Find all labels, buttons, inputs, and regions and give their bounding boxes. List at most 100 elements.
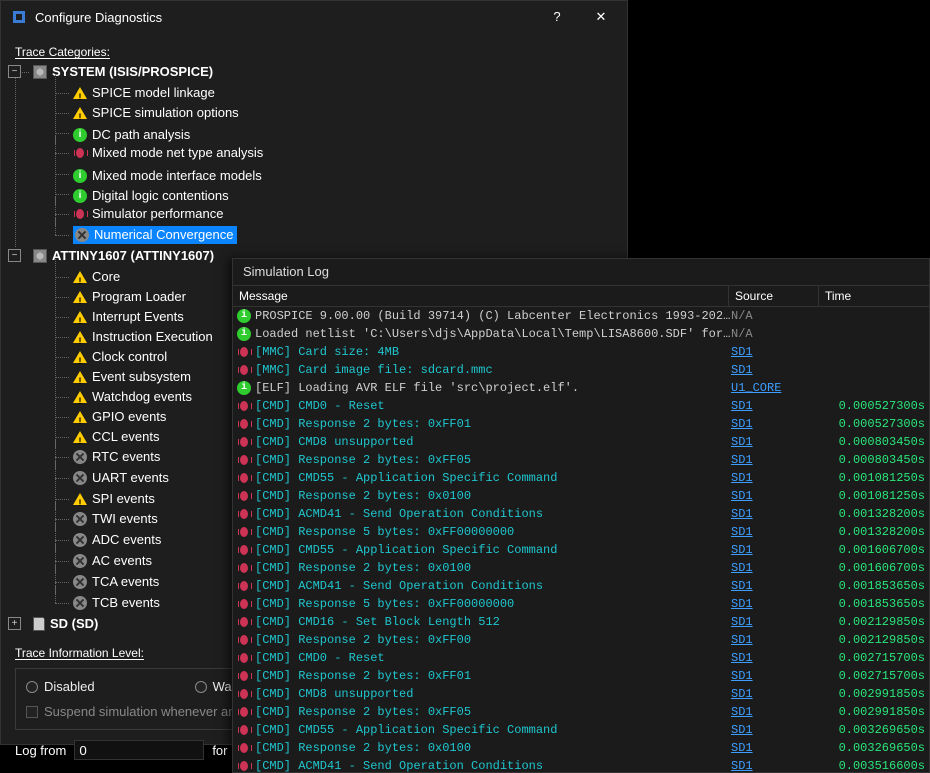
tree-expander[interactable]: −: [8, 65, 21, 78]
log-source[interactable]: SD1: [731, 507, 821, 521]
log-row[interactable]: [CMD] ACMD41 - Send Operation Conditions…: [233, 505, 929, 523]
log-row[interactable]: [CMD] CMD8 unsupportedSD10.000803450s: [233, 433, 929, 451]
log-row[interactable]: [CMD] CMD8 unsupportedSD10.002991850s: [233, 685, 929, 703]
tree-node[interactable]: SPI events: [73, 490, 159, 508]
tree-node[interactable]: Instruction Execution: [73, 328, 217, 346]
tree-node[interactable]: RTC events: [73, 448, 164, 466]
bug-icon: [237, 453, 251, 467]
log-row[interactable]: [CMD] CMD0 - ResetSD10.000527300s: [233, 397, 929, 415]
log-row[interactable]: [CMD] CMD55 - Application Specific Comma…: [233, 469, 929, 487]
tree-node[interactable]: UART events: [73, 469, 173, 487]
log-source[interactable]: SD1: [731, 615, 821, 629]
log-row[interactable]: [CMD] Response 2 bytes: 0xFF00SD10.00212…: [233, 631, 929, 649]
log-source[interactable]: SD1: [731, 705, 821, 719]
log-row[interactable]: [CMD] Response 2 bytes: 0xFF05SD10.00080…: [233, 451, 929, 469]
tree-node[interactable]: SPICE simulation options: [73, 104, 243, 122]
tree-node[interactable]: GPIO events: [73, 408, 170, 426]
log-row[interactable]: PROSPICE 9.00.00 (Build 39714) (C) Labce…: [233, 307, 929, 325]
log-source[interactable]: SD1: [731, 561, 821, 575]
log-row[interactable]: [CMD] Response 5 bytes: 0xFF00000000SD10…: [233, 595, 929, 613]
log-source[interactable]: SD1: [731, 453, 821, 467]
log-source[interactable]: SD1: [731, 489, 821, 503]
log-source[interactable]: SD1: [731, 471, 821, 485]
bug-icon: [237, 561, 251, 575]
log-row[interactable]: [CMD] ACMD41 - Send Operation Conditions…: [233, 757, 929, 772]
col-source[interactable]: Source: [729, 286, 819, 306]
app-icon: [11, 9, 27, 25]
log-time: 0.000803450s: [821, 435, 925, 449]
tree-node[interactable]: Event subsystem: [73, 368, 195, 386]
log-source[interactable]: SD1: [731, 597, 821, 611]
tree-expander[interactable]: +: [8, 617, 21, 630]
log-source[interactable]: SD1: [731, 525, 821, 539]
tree-node[interactable]: DC path analysis: [73, 126, 194, 144]
log-body[interactable]: PROSPICE 9.00.00 (Build 39714) (C) Labce…: [233, 307, 929, 772]
log-row[interactable]: [MMC] Card image file: sdcard.mmcSD1: [233, 361, 929, 379]
log-row[interactable]: [CMD] ACMD41 - Send Operation Conditions…: [233, 577, 929, 595]
simulation-log-title[interactable]: Simulation Log: [233, 259, 929, 285]
log-row[interactable]: [CMD] Response 2 bytes: 0xFF01SD10.00271…: [233, 667, 929, 685]
log-message: [CMD] CMD55 - Application Specific Comma…: [255, 543, 731, 557]
tree-node[interactable]: Digital logic contentions: [73, 187, 233, 205]
tree-node[interactable]: ADC events: [73, 531, 165, 549]
log-row[interactable]: [CMD] Response 5 bytes: 0xFF00000000SD10…: [233, 523, 929, 541]
log-source[interactable]: SD1: [731, 723, 821, 737]
close-button[interactable]: ✕: [579, 2, 623, 32]
log-source[interactable]: SD1: [731, 417, 821, 431]
tree-node[interactable]: Simulator performance: [73, 205, 228, 223]
tree-node[interactable]: Mixed mode net type analysis: [73, 144, 267, 162]
log-source[interactable]: SD1: [731, 633, 821, 647]
tree-node[interactable]: SD (SD): [33, 615, 102, 633]
help-button[interactable]: ?: [535, 2, 579, 32]
log-source[interactable]: SD1: [731, 363, 821, 377]
tree-node[interactable]: Mixed mode interface models: [73, 167, 266, 185]
tree-node[interactable]: Numerical Convergence: [73, 226, 237, 244]
col-time[interactable]: Time: [819, 286, 929, 306]
log-row[interactable]: [CMD] Response 2 bytes: 0x0100SD10.00326…: [233, 739, 929, 757]
log-row[interactable]: [CMD] CMD16 - Set Block Length 512SD10.0…: [233, 613, 929, 631]
log-row[interactable]: [MMC] Card size: 4MBSD1: [233, 343, 929, 361]
radio-disabled[interactable]: Disabled: [26, 679, 95, 694]
tree-node-label: Mixed mode net type analysis: [92, 144, 263, 162]
log-source[interactable]: U1_CORE: [731, 381, 821, 395]
log-row[interactable]: [CMD] Response 2 bytes: 0xFF01SD10.00052…: [233, 415, 929, 433]
tree-node[interactable]: SYSTEM (ISIS/PROSPICE): [33, 63, 217, 81]
log-row[interactable]: [CMD] CMD0 - ResetSD10.002715700s: [233, 649, 929, 667]
log-row[interactable]: [CMD] CMD55 - Application Specific Comma…: [233, 541, 929, 559]
checkbox-icon[interactable]: [26, 706, 38, 718]
tree-node[interactable]: TCA events: [73, 573, 163, 591]
log-source[interactable]: SD1: [731, 543, 821, 557]
log-source[interactable]: SD1: [731, 651, 821, 665]
tree-node[interactable]: Clock control: [73, 348, 171, 366]
log-row[interactable]: [ELF] Loading AVR ELF file 'src\project.…: [233, 379, 929, 397]
log-source[interactable]: SD1: [731, 579, 821, 593]
log-row[interactable]: [CMD] Response 2 bytes: 0xFF05SD10.00299…: [233, 703, 929, 721]
tree-node[interactable]: Watchdog events: [73, 388, 196, 406]
tree-node[interactable]: TCB events: [73, 594, 164, 612]
tree-node[interactable]: ATTINY1607 (ATTINY1607): [33, 247, 218, 265]
log-row[interactable]: Loaded netlist 'C:\Users\djs\AppData\Loc…: [233, 325, 929, 343]
tree-node[interactable]: AC events: [73, 552, 156, 570]
log-row[interactable]: [CMD] CMD55 - Application Specific Comma…: [233, 721, 929, 739]
log-row[interactable]: [CMD] Response 2 bytes: 0x0100SD10.00108…: [233, 487, 929, 505]
tree-node[interactable]: Program Loader: [73, 288, 190, 306]
tree-node[interactable]: TWI events: [73, 510, 162, 528]
log-source[interactable]: SD1: [731, 345, 821, 359]
titlebar[interactable]: Configure Diagnostics ? ✕: [1, 1, 627, 33]
log-message: [CMD] CMD0 - Reset: [255, 651, 731, 665]
log-source[interactable]: SD1: [731, 435, 821, 449]
log-from-input[interactable]: [74, 740, 204, 760]
log-time: 0.002715700s: [821, 669, 925, 683]
log-source[interactable]: SD1: [731, 687, 821, 701]
log-source[interactable]: SD1: [731, 759, 821, 772]
tree-node[interactable]: Core: [73, 268, 124, 286]
tree-expander[interactable]: −: [8, 249, 21, 262]
col-message[interactable]: Message: [233, 286, 729, 306]
tree-node[interactable]: SPICE model linkage: [73, 84, 219, 102]
tree-node[interactable]: Interrupt Events: [73, 308, 188, 326]
tree-node[interactable]: CCL events: [73, 428, 163, 446]
log-source[interactable]: SD1: [731, 741, 821, 755]
log-row[interactable]: [CMD] Response 2 bytes: 0x0100SD10.00160…: [233, 559, 929, 577]
log-source[interactable]: SD1: [731, 669, 821, 683]
log-source[interactable]: SD1: [731, 399, 821, 413]
